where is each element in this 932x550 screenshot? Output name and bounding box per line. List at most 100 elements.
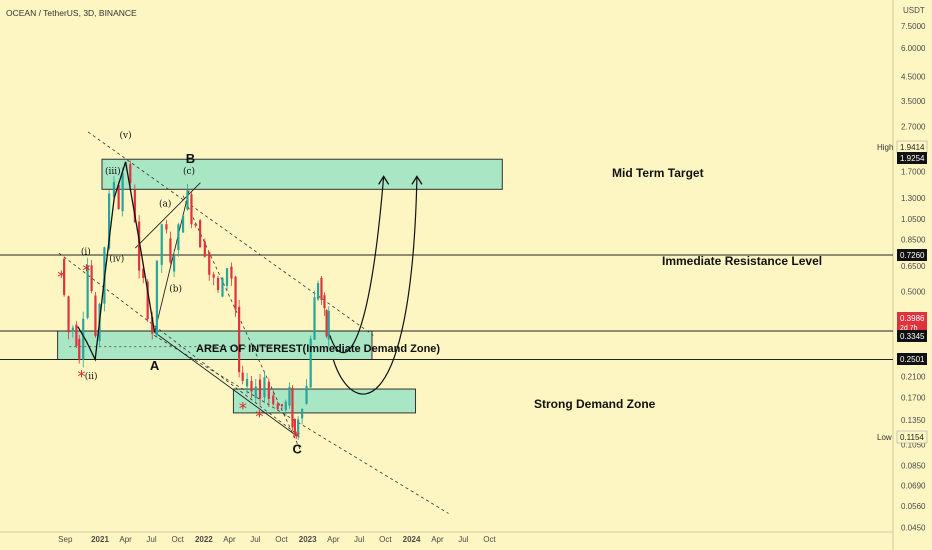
bull-candle[interactable] xyxy=(173,255,176,272)
bear-candle[interactable] xyxy=(267,381,270,399)
bear-candle[interactable] xyxy=(165,224,168,230)
bear-candle[interactable] xyxy=(129,164,132,184)
bear-candle[interactable] xyxy=(90,265,93,292)
bear-candle[interactable] xyxy=(146,281,149,320)
bull-candle[interactable] xyxy=(284,401,287,411)
time-tick-label: Jul xyxy=(354,535,364,544)
bear-candle[interactable] xyxy=(238,306,241,373)
bear-candle[interactable] xyxy=(291,387,294,428)
bear-candle[interactable] xyxy=(78,339,81,360)
time-tick-label: 2024 xyxy=(403,535,421,544)
price-tick-label: 1.7000 xyxy=(901,168,926,177)
bear-candle[interactable] xyxy=(276,403,279,410)
time-tick-label: 2021 xyxy=(91,535,109,544)
bear-candle[interactable] xyxy=(194,224,197,226)
price-badge[interactable]: 0.3986 2d 7h xyxy=(897,312,927,332)
price-tick-label: 0.0560 xyxy=(901,502,926,511)
bull-candle[interactable] xyxy=(108,193,111,249)
price-badge[interactable]: 1.9254 xyxy=(897,152,927,164)
price-tick-label: 6.0000 xyxy=(901,44,926,53)
bear-candle[interactable] xyxy=(142,268,145,279)
bear-candle[interactable] xyxy=(75,324,78,347)
demand-zone-rect[interactable] xyxy=(232,388,417,414)
bear-candle[interactable] xyxy=(203,241,206,257)
wave-label-a: (a) xyxy=(159,199,171,210)
bull-candle[interactable] xyxy=(221,277,224,297)
pattern-line[interactable] xyxy=(134,182,201,249)
bear-candle[interactable] xyxy=(138,221,141,271)
time-axis[interactable]: Sep 2021 Apr Jul Oct 2022 Apr Jul Oct 2023 Apr Jul O… xyxy=(0,531,893,544)
bull-candle[interactable] xyxy=(177,224,180,250)
bull-candle[interactable] xyxy=(327,310,330,340)
bull-candle[interactable] xyxy=(71,327,74,332)
dashed-trendline[interactable] xyxy=(182,195,301,450)
bear-candle[interactable] xyxy=(190,194,193,225)
bull-candle[interactable] xyxy=(181,215,185,233)
bear-candle[interactable] xyxy=(63,258,66,295)
pattern-line[interactable] xyxy=(154,190,190,333)
wave-path[interactable] xyxy=(77,161,156,362)
bull-candle[interactable] xyxy=(186,190,189,210)
price-badge[interactable]: 1.9414 High xyxy=(877,140,928,154)
dashed-trendline[interactable] xyxy=(153,335,449,514)
bull-candle[interactable] xyxy=(316,283,320,300)
bear-candle[interactable] xyxy=(241,372,244,381)
bull-candle[interactable] xyxy=(112,181,116,197)
annotation-label: Immediate Resistance Level xyxy=(662,254,822,268)
bear-candle[interactable] xyxy=(67,296,70,333)
price-badge-value: 1.9414 xyxy=(900,143,925,152)
bear-candle[interactable] xyxy=(250,380,253,392)
bear-candle[interactable] xyxy=(151,316,154,334)
bull-candle[interactable] xyxy=(121,172,124,212)
price-badge[interactable]: 0.2501 xyxy=(897,353,927,365)
price-tick-label: 0.0450 xyxy=(901,524,926,533)
bear-candle[interactable] xyxy=(230,266,233,279)
price-badge[interactable]: 0.1154 Low xyxy=(877,430,928,444)
demand-zone-rect[interactable] xyxy=(101,158,503,190)
bull-candle[interactable] xyxy=(86,265,89,318)
bear-candle[interactable] xyxy=(169,238,172,263)
projection-arrow-path[interactable] xyxy=(329,176,385,354)
star-marker-icon: * xyxy=(292,428,300,447)
bear-candle[interactable] xyxy=(199,220,202,248)
bull-candle[interactable] xyxy=(254,386,257,399)
time-tick-label: Jul xyxy=(146,535,156,544)
bull-candle[interactable] xyxy=(305,385,308,404)
bull-candle[interactable] xyxy=(297,419,300,436)
bull-candle[interactable] xyxy=(245,379,249,387)
bear-candle[interactable] xyxy=(272,395,275,405)
bull-candle[interactable] xyxy=(160,224,163,265)
bull-candle[interactable] xyxy=(155,260,158,336)
bull-candle[interactable] xyxy=(225,268,229,286)
price-axis[interactable]: USDT 7.5000 6.0000 4.5000 3.5000 2.7000 1.7000… xyxy=(892,0,926,550)
bull-candle[interactable] xyxy=(301,408,304,419)
bear-candle[interactable] xyxy=(293,418,296,435)
bull-candle[interactable] xyxy=(288,386,291,406)
bear-candle[interactable] xyxy=(94,295,97,336)
bull-candle[interactable] xyxy=(263,377,266,398)
pattern-line[interactable] xyxy=(154,331,297,436)
bear-candle[interactable] xyxy=(280,404,284,407)
bear-candle[interactable] xyxy=(323,295,326,309)
bear-candle[interactable] xyxy=(258,379,262,399)
price-badge-box xyxy=(896,430,928,444)
bear-candle[interactable] xyxy=(216,277,220,290)
bull-candle[interactable] xyxy=(313,297,316,340)
price-badge[interactable]: 0.7260 xyxy=(897,249,927,261)
bear-candle[interactable] xyxy=(133,190,136,222)
dashed-trendline[interactable] xyxy=(58,252,300,436)
bear-candle[interactable] xyxy=(208,252,211,275)
bear-candle[interactable] xyxy=(325,309,328,337)
bear-candle[interactable] xyxy=(320,277,323,300)
bear-candle[interactable] xyxy=(212,274,215,278)
bear-candle[interactable] xyxy=(117,185,120,210)
dashed-trendline[interactable] xyxy=(87,131,374,336)
bull-candle[interactable] xyxy=(82,318,85,360)
price-badge-box xyxy=(897,312,927,332)
price-badge[interactable]: 0.3345 xyxy=(897,330,927,342)
time-tick-label: Apr xyxy=(431,535,444,544)
bull-candle[interactable] xyxy=(309,338,312,388)
bear-candle[interactable] xyxy=(234,276,237,310)
projection-arrow-path[interactable] xyxy=(332,176,418,395)
